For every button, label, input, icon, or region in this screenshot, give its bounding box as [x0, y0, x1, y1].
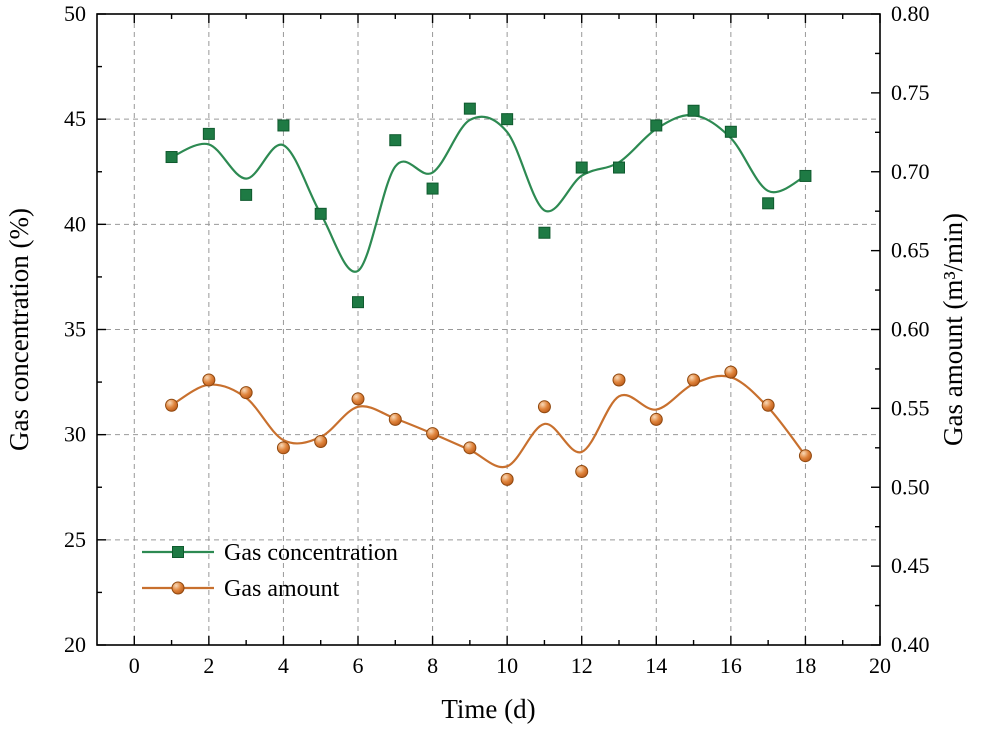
left-axis-title: Gas concentration (%)	[4, 208, 34, 451]
amount-data-point	[314, 435, 328, 449]
concentration-data-point	[538, 226, 551, 239]
left-tick-label: 45	[64, 106, 86, 131]
right-tick-label: 0.55	[891, 395, 930, 420]
left-tick-label: 30	[64, 422, 86, 447]
legend-square-marker	[172, 546, 184, 558]
x-tick-label: 10	[496, 653, 518, 678]
legend-label-gas-concentration: Gas concentration	[224, 540, 398, 566]
amount-data-point	[761, 398, 775, 412]
concentration-data-point	[277, 119, 290, 132]
x-tick-label: 12	[571, 653, 593, 678]
right-tick-label: 0.50	[891, 474, 930, 499]
right-tick-label: 0.80	[891, 1, 930, 26]
left-tick-label: 50	[64, 1, 86, 26]
right-tick-label: 0.75	[891, 80, 930, 105]
concentration-data-point	[575, 161, 588, 174]
amount-data-point	[500, 472, 514, 486]
amount-data-point	[687, 373, 701, 387]
x-tick-label: 4	[278, 653, 289, 678]
concentration-data-point	[687, 104, 700, 117]
concentration-data-point	[240, 188, 253, 201]
legend-label-gas-amount: Gas amount	[224, 576, 340, 602]
x-tick-label: 14	[645, 653, 667, 678]
concentration-data-point	[650, 119, 663, 132]
series-gas-concentration	[165, 102, 812, 309]
concentration-data-point	[799, 169, 812, 182]
amount-data-point	[388, 412, 402, 426]
left-tick-label: 20	[64, 632, 86, 657]
concentration-data-point	[314, 207, 327, 220]
left-tick-label: 35	[64, 317, 86, 342]
right-tick-label: 0.60	[891, 317, 930, 342]
legend: Gas concentration Gas amount	[142, 540, 398, 602]
amount-data-point	[575, 464, 589, 478]
amount-data-point	[612, 373, 626, 387]
concentration-data-point	[613, 161, 625, 174]
amount-data-point	[537, 400, 551, 414]
concentration-data-point	[165, 151, 178, 164]
concentration-data-point	[426, 182, 439, 195]
x-tick-label: 0	[129, 653, 140, 678]
x-tick-label: 18	[794, 653, 816, 678]
x-tick-label: 6	[353, 653, 364, 678]
amount-data-point	[798, 449, 812, 463]
axis-ticks	[97, 13, 881, 646]
amount-data-point	[426, 427, 440, 441]
left-tick-label: 25	[64, 527, 86, 552]
right-tick-label: 0.45	[891, 553, 930, 578]
series-gas-amount	[165, 365, 812, 486]
x-axis-title: Time (d)	[441, 694, 535, 724]
amount-data-point	[239, 386, 253, 400]
right-tick-label: 0.65	[891, 238, 930, 263]
amount-data-point	[165, 398, 179, 412]
amount-data-point	[724, 365, 738, 379]
concentration-data-point	[501, 113, 514, 126]
concentration-data-point	[463, 102, 476, 115]
x-tick-label: 2	[203, 653, 214, 678]
amount-data-point	[202, 373, 216, 387]
amount-data-point	[276, 441, 290, 455]
amount-data-point	[649, 412, 663, 426]
concentration-data-point	[389, 134, 402, 147]
x-tick-label: 20	[869, 653, 891, 678]
right-tick-label: 0.40	[891, 632, 930, 657]
gridlines	[97, 14, 880, 645]
left-tick-label: 40	[64, 211, 86, 236]
concentration-data-point	[762, 197, 775, 210]
x-tick-label: 16	[720, 653, 742, 678]
right-tick-label: 0.70	[891, 159, 930, 184]
right-axis-title: Gas amount (m³/min)	[938, 213, 968, 446]
amount-data-point	[351, 392, 365, 406]
concentration-data-point	[724, 125, 737, 138]
x-tick-label: 8	[427, 653, 438, 678]
amount-data-point	[463, 441, 477, 455]
concentration-data-point	[202, 127, 215, 140]
legend-sphere-marker	[171, 581, 185, 595]
concentration-data-point	[352, 296, 364, 309]
